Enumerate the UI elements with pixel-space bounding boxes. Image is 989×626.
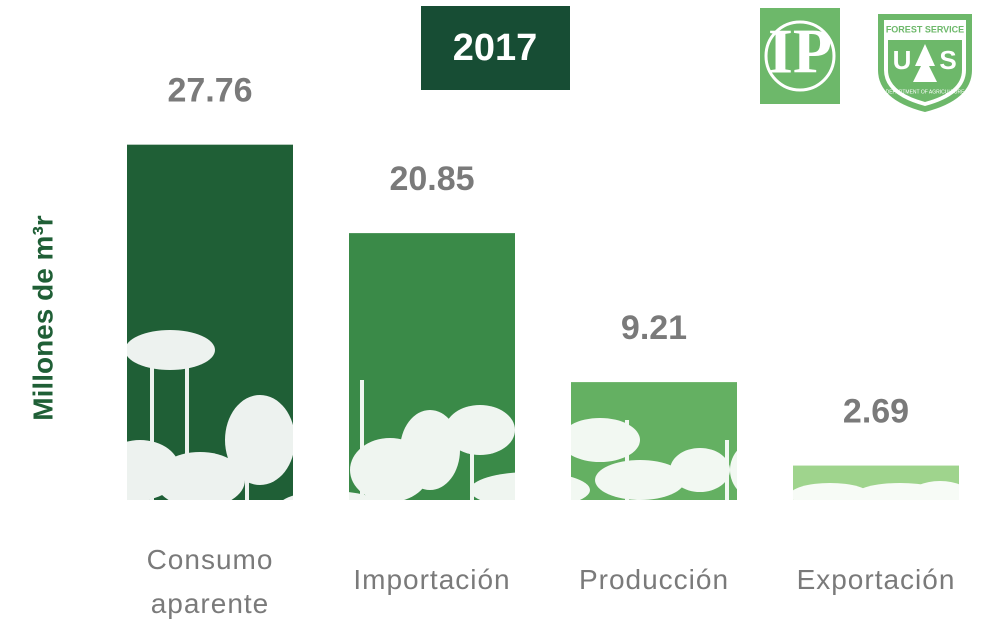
x-tick-label: Producción [549,558,759,602]
chart-title: 2017 [453,27,538,69]
tree [70,480,150,520]
tree [670,448,730,492]
tree [280,491,380,519]
trunk [150,350,154,500]
trunk [625,420,629,570]
trunk [470,410,474,560]
trunk [245,400,249,550]
value-label: 27.76 [167,72,252,110]
usfs-left-text: U [893,45,912,75]
trunk [185,345,189,495]
tree [470,472,590,508]
value-label: 20.85 [389,160,474,198]
page: 2017 Millones de m³r IP FOREST SERVICE U… [0,0,989,626]
usfs-bottom-text: DEPARTMENT OF AGRICULTURE [886,89,965,95]
tree [445,405,515,455]
usfs-right-text: S [939,45,956,75]
trunk [360,380,364,530]
usfs-logo: FOREST SERVICE U S DEPARTMENT OF AGRICUL… [878,14,972,112]
ip-logo: IP [760,8,840,104]
value-label: 2.69 [843,393,909,431]
tree [225,395,295,485]
value-label: 9.21 [621,309,687,347]
tree [730,440,790,500]
x-tick-label: Consumo aparente [130,538,290,626]
usfs-top-text: FOREST SERVICE [886,24,964,34]
chart: 2017 Millones de m³r IP FOREST SERVICE U… [0,0,989,626]
x-tick-label: Importación [327,558,537,602]
y-axis-label: Millones de m³r [27,215,58,420]
ip-logo-text: IP [768,16,832,87]
tree [910,481,970,509]
tree [125,330,215,370]
x-tick-label: Exportación [771,558,981,602]
